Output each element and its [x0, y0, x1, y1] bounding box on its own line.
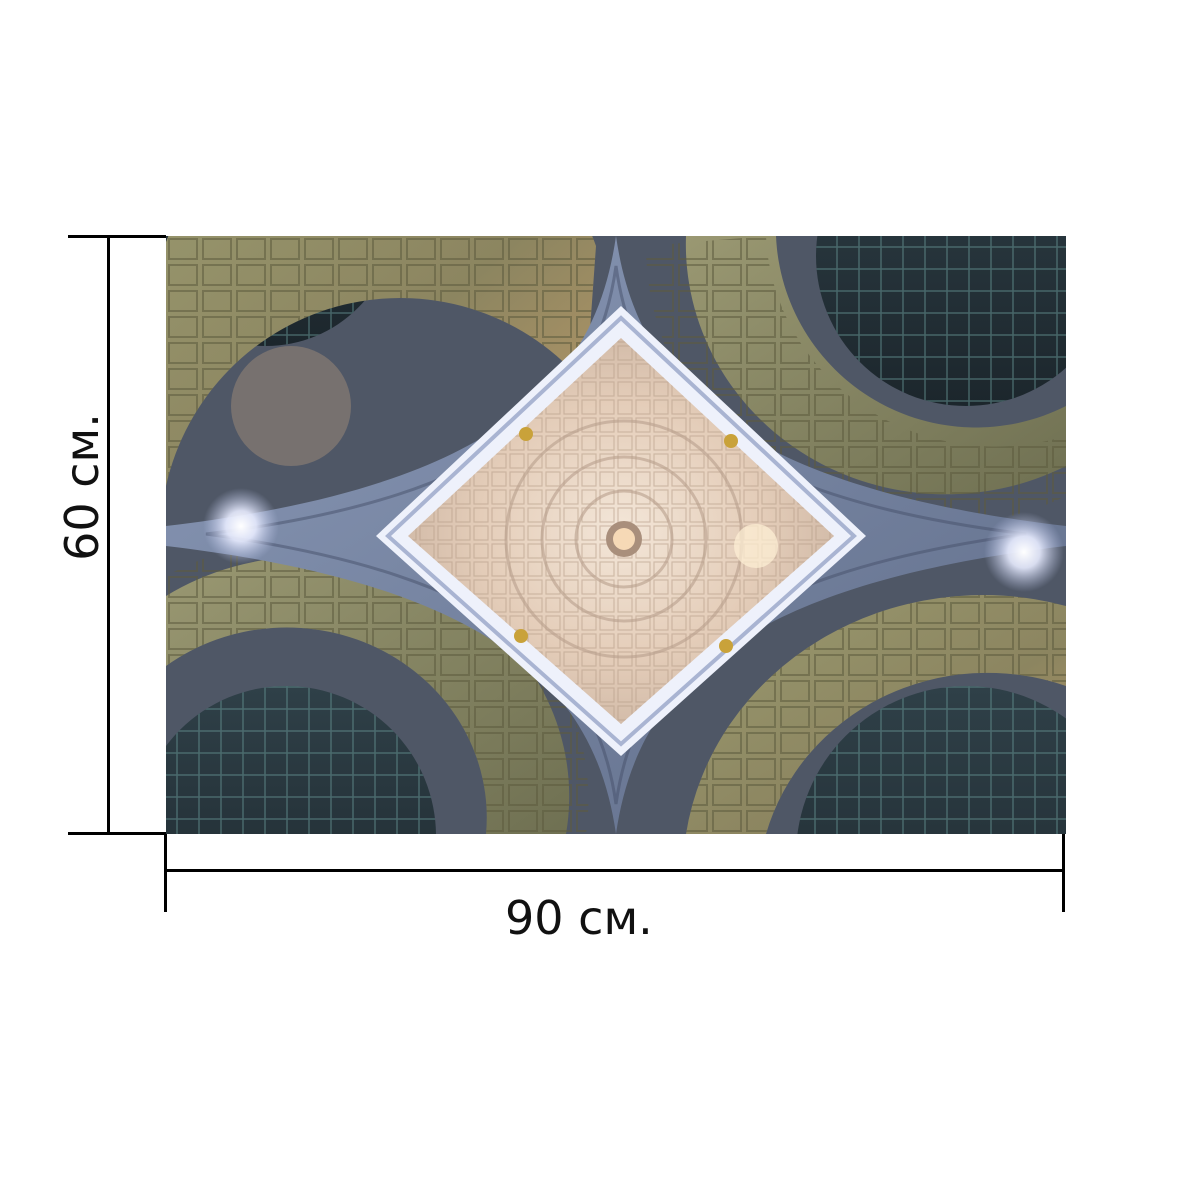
ceiling-dome-photo: [166, 236, 1066, 834]
photo-illustration: [166, 236, 1066, 834]
width-tick-right: [1062, 834, 1065, 912]
height-tick-top: [68, 235, 166, 238]
height-dimension-line: [107, 236, 110, 834]
width-label: 90 см.: [505, 891, 653, 945]
height-label: 60 см.: [55, 413, 109, 561]
width-tick-left: [164, 834, 167, 912]
height-tick-bottom: [68, 832, 166, 835]
width-dimension-line: [166, 869, 1065, 872]
